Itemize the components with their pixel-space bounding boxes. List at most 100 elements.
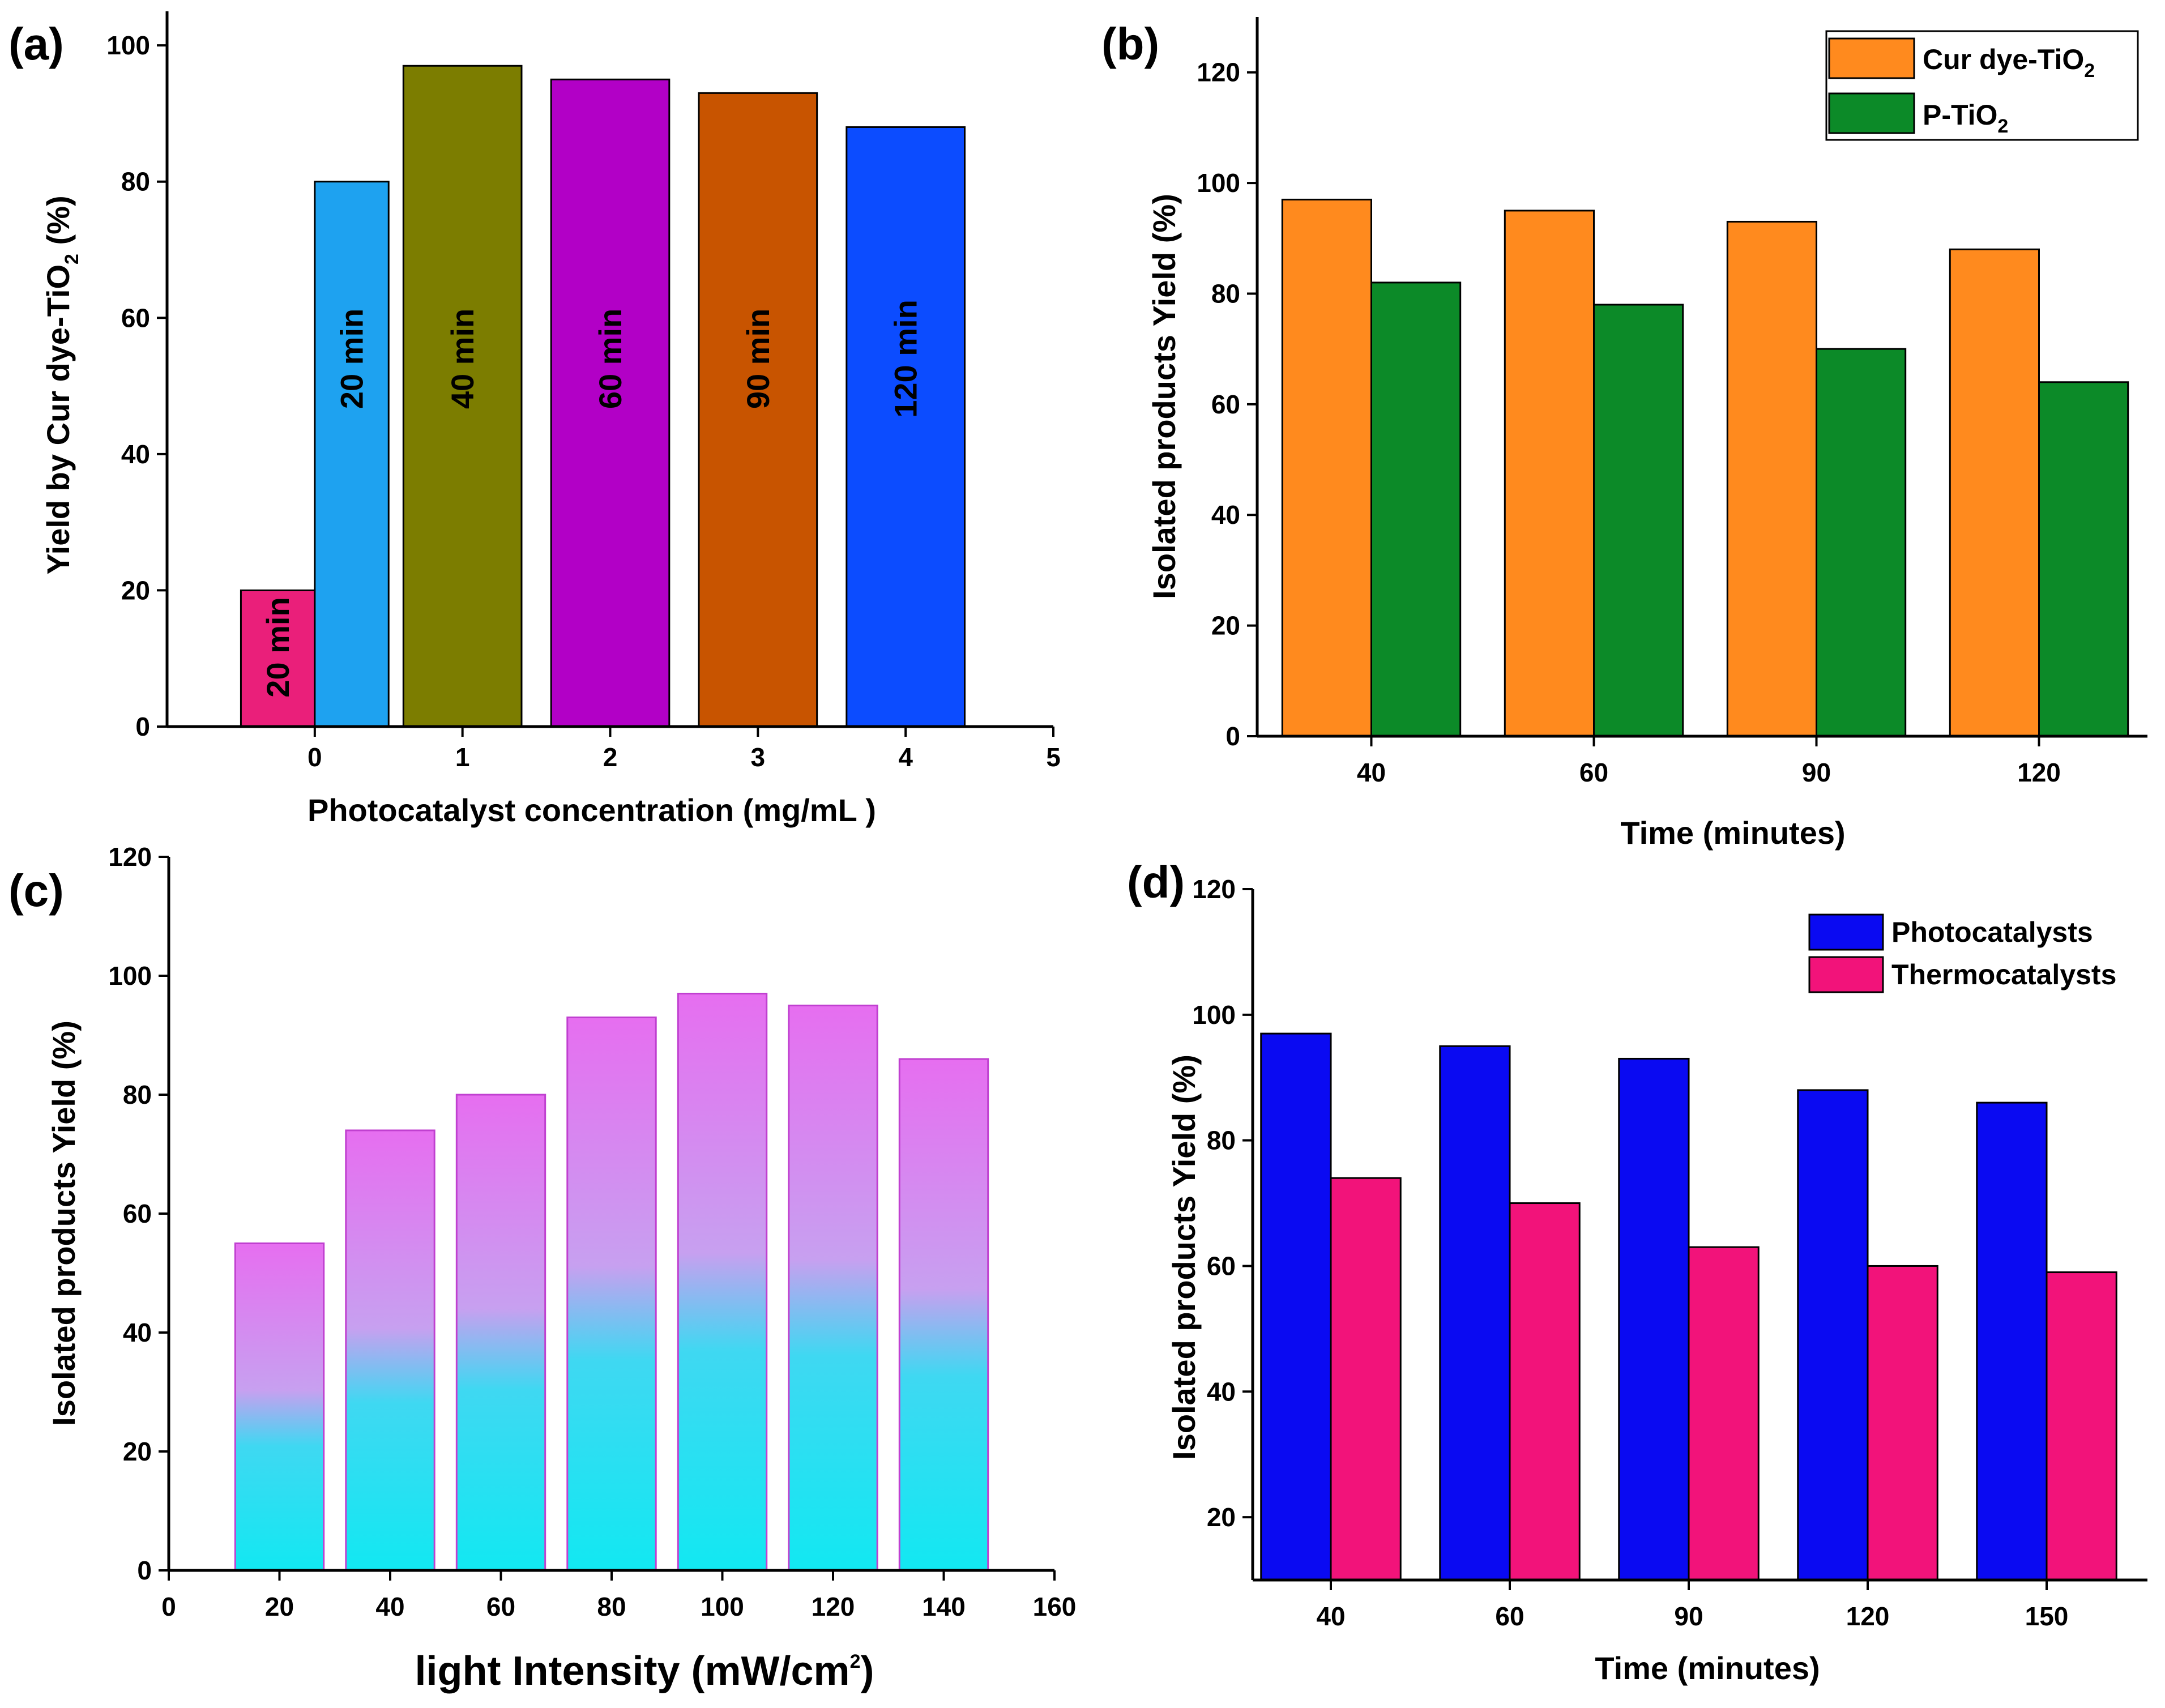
panel-b-x-tick-label: 120 xyxy=(2017,758,2061,787)
panel-a-x-tick-label: 4 xyxy=(898,742,913,772)
panel-a-x-tick-label: 1 xyxy=(455,742,470,772)
panel-c-y-tick-label: 60 xyxy=(123,1199,152,1228)
panel-d-bar xyxy=(1797,1089,1869,1581)
panel-c-x-tick-label: 160 xyxy=(1033,1592,1077,1621)
panel-a-bar xyxy=(550,78,671,728)
panel-a-bar xyxy=(698,92,818,728)
panel-a-x-tick-label: 5 xyxy=(1046,742,1061,772)
panel-d-y-tick-label: 120 xyxy=(1192,874,1236,904)
panel-d-label: (d) xyxy=(1127,857,1185,907)
legend-label-p-tio2: P-TiO2 xyxy=(1923,99,2008,137)
panel-d-x-tick-label: 120 xyxy=(1846,1602,1890,1631)
legend-swatch-p-tio2 xyxy=(1828,92,1915,134)
panel-b-x-tick-label: 90 xyxy=(1802,758,1831,787)
panel-b-y-axis-title: Isolated products Yield (%) xyxy=(1146,194,1182,599)
panel-d-y-tick-label: 100 xyxy=(1192,1000,1236,1030)
panel-d-bar xyxy=(1688,1246,1760,1581)
panel-d-bar xyxy=(1976,1101,2048,1581)
panel-c-x-tick-label: 20 xyxy=(265,1592,294,1621)
panel-a-bar-label: 20 min xyxy=(260,597,296,697)
panel-d-bar xyxy=(1618,1057,1690,1581)
panel-a-bar xyxy=(314,181,390,728)
panel-a-bar xyxy=(402,65,523,728)
panel-b-y-tick-label: 60 xyxy=(1211,390,1240,419)
panel-c: (c) 0 20 40 60 80 100 120 0 20 40 60 80 100 120 140 160… xyxy=(8,842,1076,1694)
panel-a-y-tick-label: 40 xyxy=(121,439,150,469)
panel-c-bar xyxy=(898,1058,989,1572)
panel-d: (d) 40 60 90 120 150 20 40 60 80 100 120 Time (min… xyxy=(1127,857,2147,1686)
legend-swatch-cur-dye xyxy=(1828,37,1915,79)
panel-b-bar xyxy=(1281,198,1373,737)
panel-b-y-tick-label: 120 xyxy=(1197,58,1240,87)
panel-a-y-tick-label: 60 xyxy=(121,303,150,332)
panel-a-x-axis-title: Photocatalyst concentration (mg/mL ) xyxy=(308,792,876,828)
panel-c-x-tick-label: 140 xyxy=(922,1592,966,1621)
panel-b-bar xyxy=(1593,304,1684,737)
panel-b-bar xyxy=(1949,248,2040,737)
panel-b-y-tick-label: 20 xyxy=(1211,611,1240,640)
panel-a-bar-label: 120 min xyxy=(888,300,924,418)
panel-d-bar xyxy=(1260,1032,1332,1581)
panel-b-bar xyxy=(1726,220,1818,737)
panel-d-bar xyxy=(1867,1265,1938,1581)
panel-c-y-tick-label: 40 xyxy=(123,1318,152,1347)
panel-a-bar xyxy=(845,126,966,728)
panel-a-x-tick-label: 2 xyxy=(603,742,618,772)
panel-a-y-tick-label: 100 xyxy=(106,31,150,60)
panel-c-x-tick-label: 80 xyxy=(597,1592,626,1621)
panel-a-bar-label: 90 min xyxy=(740,309,776,409)
panel-d-legend: Photocatalysts Thermocatalysts xyxy=(1808,913,2116,993)
legend-swatch-thermocatalysts xyxy=(1808,956,1884,993)
panel-b-y-tick-label: 80 xyxy=(1211,279,1240,308)
panel-a-label: (a) xyxy=(8,19,64,69)
panel-a-bar-label: 60 min xyxy=(592,309,628,409)
panel-d-x-tick-label: 90 xyxy=(1674,1602,1703,1631)
panel-c-bar xyxy=(677,993,768,1572)
panel-b-bar xyxy=(1816,348,1907,737)
panel-b-legend: Cur dye-TiO2 P-TiO2 xyxy=(1825,30,2139,141)
panel-c-bar xyxy=(234,1242,325,1572)
panel-c-y-axis-title: Isolated products Yield (%) xyxy=(46,1020,82,1426)
panel-d-bar xyxy=(2046,1271,2117,1581)
panel-d-x-axis-title: Time (minutes) xyxy=(1595,1650,1820,1686)
panel-b-bar xyxy=(1370,281,1462,737)
panel-a-bar-label: 40 min xyxy=(445,309,480,409)
panel-c-x-tick-label: 40 xyxy=(375,1592,404,1621)
panel-c-x-tick-label: 120 xyxy=(812,1592,855,1621)
panel-c-x-tick-label: 60 xyxy=(486,1592,515,1621)
panel-a-bar-label: 20 min xyxy=(334,309,370,409)
panel-b-x-axis-title: Time (minutes) xyxy=(1620,815,1845,851)
panel-c-y-tick-label: 100 xyxy=(108,961,152,990)
panel-c-bar xyxy=(566,1017,657,1572)
panel-c-bar xyxy=(345,1129,435,1572)
panel-b-bar xyxy=(2038,381,2129,737)
legend-swatch-photocatalysts xyxy=(1808,913,1884,951)
panel-b-label: (b) xyxy=(1101,19,1159,69)
panel-d-x-tick-label: 60 xyxy=(1495,1602,1524,1631)
panel-d-bar xyxy=(1330,1177,1402,1581)
panel-d-bar xyxy=(1509,1202,1581,1581)
panel-c-x-tick-label: 100 xyxy=(701,1592,744,1621)
panel-b-bar xyxy=(1504,210,1595,737)
panel-d-x-tick-label: 150 xyxy=(2025,1602,2069,1631)
panel-d-x-tick-label: 40 xyxy=(1316,1602,1345,1631)
panel-b-y-tick-label: 100 xyxy=(1197,168,1240,198)
panel-d-y-axis-title: Isolated products Yield (%) xyxy=(1166,1054,1202,1460)
panel-d-y-tick-label: 80 xyxy=(1207,1126,1236,1155)
panel-c-y-tick-label: 20 xyxy=(123,1437,152,1466)
panel-c-bar xyxy=(455,1094,546,1572)
panel-a-y-tick-label: 0 xyxy=(135,712,150,741)
panel-d-y-tick-label: 20 xyxy=(1207,1502,1236,1532)
panel-c-bar xyxy=(788,1005,878,1572)
panel-a: (a) 20 min 20 min 40 min 60 min 90 min 120 mi… xyxy=(8,11,1061,828)
panel-b: (b) 40 60 90 120 0 20 40 60 80 100 120 Time (minut… xyxy=(1101,17,2147,851)
panel-b-x-tick-label: 40 xyxy=(1357,758,1386,787)
panel-c-y-tick-label: 0 xyxy=(137,1556,152,1585)
panel-c-x-tick-label: 0 xyxy=(161,1592,176,1621)
panel-a-y-axis-title: Yield by Cur dye-TiO2 (%) xyxy=(40,195,83,574)
legend-label-thermocatalysts: Thermocatalysts xyxy=(1891,959,2116,990)
legend-label-photocatalysts: Photocatalysts xyxy=(1891,916,2093,948)
panel-a-y-tick-label: 20 xyxy=(121,575,150,605)
panel-a-y-tick-label: 80 xyxy=(121,167,150,197)
panel-d-y-tick-label: 60 xyxy=(1207,1251,1236,1280)
